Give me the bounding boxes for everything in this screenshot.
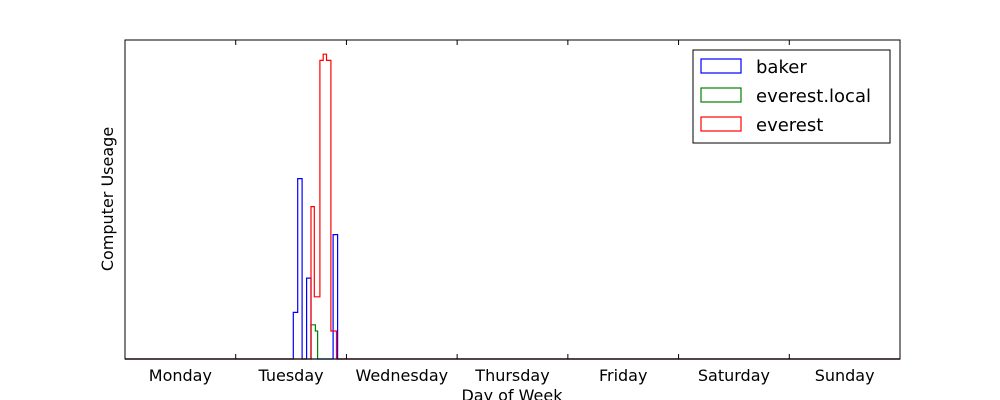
- x-ticks: Monday Tuesday Wednesday Thursday Friday Satu…: [149, 40, 875, 385]
- x-tick-label-thursday: Thursday: [474, 366, 549, 385]
- x-tick-label-tuesday: Tuesday: [258, 366, 324, 385]
- legend-label-everest: everest: [756, 115, 823, 136]
- legend-swatch-everest-local: [700, 87, 742, 103]
- x-tick-label-sunday: Sunday: [815, 366, 875, 385]
- x-tick-label-friday: Friday: [599, 366, 648, 385]
- legend-swatch-baker: [700, 58, 742, 74]
- legend-label-baker: baker: [756, 57, 807, 78]
- x-tick-label-saturday: Saturday: [698, 366, 770, 385]
- plot-frame: [124, 39, 901, 360]
- x-tick-label-monday: Monday: [149, 366, 212, 385]
- series-layer: [125, 53, 900, 360]
- y-axis-label: Computer Useage: [98, 127, 117, 271]
- legend: baker everest.local everest: [692, 49, 891, 144]
- legend-box: [692, 49, 891, 144]
- series-line-baker: [125, 178, 900, 360]
- series-line-everest: [125, 53, 900, 360]
- x-axis-label: Day of Week: [461, 386, 563, 400]
- legend-swatch-everest: [700, 116, 742, 132]
- x-tick-label-wednesday: Wednesday: [355, 366, 448, 385]
- series-line-everest-local: [125, 324, 900, 360]
- legend-label-everest-local: everest.local: [756, 86, 871, 107]
